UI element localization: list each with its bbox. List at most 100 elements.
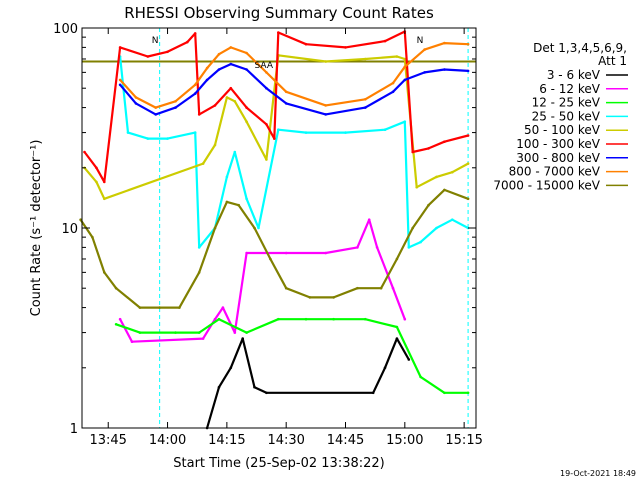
- series-point-6-1: [134, 102, 138, 105]
- series-point-7-11: [324, 104, 328, 107]
- series-point-8-7: [197, 271, 201, 274]
- series-point-4-8: [265, 158, 268, 161]
- series-point-5-20: [427, 147, 430, 150]
- series-layer: [79, 30, 470, 430]
- series-point-5-2: [103, 180, 106, 184]
- series-point-4-13: [403, 57, 407, 61]
- series-point-2-9: [364, 317, 367, 321]
- series-point-0-4: [253, 385, 256, 389]
- series-point-0-9: [407, 358, 411, 361]
- series-point-7-3: [174, 100, 177, 103]
- series-point-3-16: [407, 246, 411, 249]
- series-point-4-1: [95, 180, 98, 184]
- series-point-6-7: [229, 62, 233, 66]
- series-point-7-5: [205, 66, 209, 70]
- series-line-2: [115, 318, 469, 394]
- series-point-3-1: [126, 131, 130, 134]
- series-point-1-1: [130, 340, 134, 344]
- series-point-8-19: [411, 226, 415, 230]
- x-tick-label-4: 14:45: [327, 433, 364, 448]
- y-tick-label-1: 10: [61, 222, 78, 237]
- series-point-4-16: [451, 170, 454, 174]
- legend-header-0: Det 1,3,4,5,6,9,: [533, 41, 627, 55]
- series-point-2-5: [245, 331, 248, 334]
- series-point-6-10: [284, 102, 288, 105]
- series-point-5-5: [166, 50, 169, 54]
- series-point-5-14: [277, 31, 280, 34]
- series-point-2-3: [197, 331, 201, 334]
- series-point-5-22: [466, 134, 470, 137]
- legend-label-5: 100 - 300 keV: [516, 137, 600, 151]
- series-line-0: [206, 337, 410, 429]
- series-point-7-1: [134, 96, 138, 99]
- series-point-3-2: [146, 137, 150, 140]
- series-point-3-11: [277, 128, 280, 131]
- x-tick-label-3: 14:30: [267, 433, 304, 448]
- series-point-8-20: [427, 203, 430, 207]
- series-point-1-2: [201, 337, 205, 340]
- series-point-2-7: [304, 317, 308, 321]
- series-point-5-21: [443, 140, 446, 143]
- series-point-7-16: [443, 41, 446, 45]
- series-point-6-15: [423, 71, 426, 74]
- series-point-5-9: [213, 104, 217, 107]
- series-point-2-1: [138, 331, 142, 334]
- series-point-5-8: [197, 113, 201, 116]
- series-point-7-2: [154, 106, 157, 109]
- legend-label-2: 12 - 25 keV: [532, 96, 601, 110]
- legend-label-7: 800 - 7000 keV: [509, 165, 601, 179]
- series-point-3-18: [435, 226, 438, 230]
- series-point-8-21: [443, 188, 446, 192]
- series-point-4-4: [213, 143, 217, 147]
- series-point-4-5: [225, 96, 229, 99]
- series-point-3-3: [166, 137, 169, 140]
- series-point-1-0: [118, 317, 122, 321]
- axis-layer: 13:45 14:00 14:15 14:30 14:45 15:00 15:15 1 10 10…: [53, 22, 483, 448]
- series-point-1-7: [284, 251, 288, 255]
- series-point-3-5: [197, 246, 201, 249]
- series-point-3-15: [403, 120, 407, 123]
- x-tick-label-1: 14:00: [149, 433, 186, 448]
- series-point-1-10: [367, 218, 371, 221]
- series-point-3-19: [451, 218, 454, 221]
- series-point-5-4: [146, 55, 150, 58]
- flag-label-1: SAA: [255, 61, 274, 71]
- series-point-7-17: [466, 42, 470, 46]
- series-point-2-6: [277, 317, 280, 321]
- series-point-6-6: [217, 68, 221, 71]
- series-line-8: [79, 188, 469, 309]
- series-point-5-13: [273, 137, 276, 140]
- series-point-8-5: [158, 306, 161, 309]
- series-point-2-2: [174, 331, 177, 334]
- series-point-0-5: [265, 391, 268, 395]
- series-point-7-9: [265, 71, 268, 74]
- series-point-5-0: [83, 150, 86, 154]
- series-point-0-6: [371, 391, 375, 395]
- series-point-1-8: [324, 251, 328, 255]
- series-point-8-2: [103, 271, 106, 274]
- series-point-8-4: [138, 306, 142, 309]
- legend-label-0: 3 - 6 keV: [547, 68, 601, 82]
- series-line-1: [119, 218, 406, 343]
- timestamp: 19-Oct-2021 18:49: [560, 469, 636, 478]
- series-point-6-3: [174, 106, 177, 109]
- series-point-5-16: [344, 46, 347, 49]
- series-point-5-19: [411, 150, 415, 154]
- series-point-8-9: [225, 200, 229, 204]
- series-point-4-2: [103, 197, 106, 201]
- series-point-1-13: [403, 317, 407, 321]
- series-point-2-11: [419, 375, 422, 379]
- series-point-8-22: [466, 197, 470, 201]
- series-point-3-13: [344, 131, 347, 134]
- series-point-6-17: [466, 69, 470, 73]
- series-point-6-9: [265, 86, 268, 90]
- series-point-7-12: [364, 98, 367, 101]
- flag-label-0: N: [152, 36, 159, 46]
- legend-label-8: 7000 - 15000 keV: [493, 178, 600, 192]
- series-point-8-1: [91, 235, 94, 239]
- series-point-6-4: [193, 92, 197, 95]
- legend-header-1: Att 1: [598, 54, 627, 68]
- x-tick-label-0: 13:45: [89, 433, 126, 448]
- series-point-3-4: [193, 131, 197, 134]
